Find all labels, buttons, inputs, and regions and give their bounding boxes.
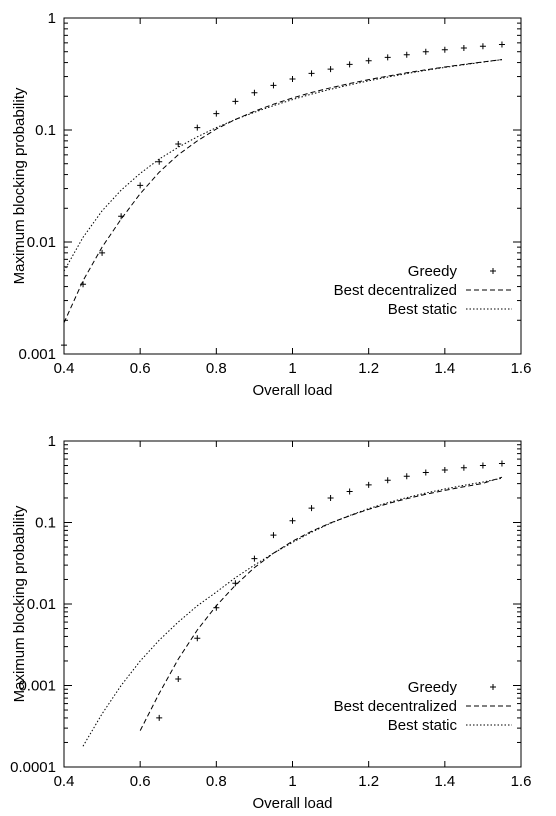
greedy-point [270,532,277,539]
greedy-point [479,43,486,50]
legend-label: Best decentralized [334,282,457,299]
greedy-point [61,342,67,349]
greedy-point [422,48,429,55]
greedy-point [384,54,391,61]
x-axis-label: Overall load [252,382,332,399]
best-static-line [82,477,503,747]
top-chart: 0.4 0.6 0.8 1 1.2 1.4 1.6 0.001 0.01 0.1 1 Overall … [11,10,531,399]
greedy-point [498,41,505,48]
y-tick-label: 0.1 [35,122,56,139]
best-decentralized-line [139,476,503,731]
y-tick-label: 1 [48,10,56,27]
x-tick-label: 1 [288,773,296,790]
greedy-point [251,555,258,562]
x-tick-label: 0.8 [206,773,227,790]
x-tick-label: 1.6 [511,773,532,790]
greedy-point [384,477,391,484]
y-tick-label: 0.1 [35,515,56,532]
greedy-point [137,182,144,189]
x-tick-label: 0.6 [130,773,151,790]
y-tick-label: 0.01 [27,596,56,613]
greedy-point [346,488,353,495]
x-tick-label: 0.4 [54,773,75,790]
x-tick-label: 1.2 [358,360,379,377]
greedy-point [270,82,277,89]
greedy-point [289,517,296,524]
greedy-point [156,714,163,721]
x-tick-label: 1 [288,360,296,377]
legend-marker-points [490,684,496,690]
best-static-line [64,59,503,272]
x-tick-label: 1.6 [511,360,532,377]
legend-label: Best static [388,301,458,318]
y-tick-label: 0.0001 [10,759,56,776]
greedy-point [156,158,163,165]
greedy-point [213,110,220,117]
y-tick-label: 1 [48,433,56,450]
x-tick-label: 1.2 [358,773,379,790]
x-tick-label: 1.4 [434,360,455,377]
greedy-point [365,481,372,488]
greedy-point [422,469,429,476]
y-axis-label: Maximum blocking probability [11,505,28,702]
legend-label: Greedy [408,263,458,280]
legend-label: Best decentralized [334,698,457,715]
y-tick-label: 0.001 [18,346,56,363]
greedy-point [175,676,182,683]
y-tick-label: 0.001 [18,678,56,695]
greedy-point [460,44,467,51]
x-tick-label: 0.4 [54,360,75,377]
x-tick-label: 1.4 [434,773,455,790]
legend-label: Best static [388,717,458,734]
bottom-chart: 0.4 0.6 0.8 1 1.2 1.4 1.6 0.0001 0.001 0.01 0.1 1 Ov… [10,433,531,812]
greedy-point [346,61,353,68]
x-tick-label: 0.6 [130,360,151,377]
greedy-point [251,89,258,96]
greedy-point [327,66,334,73]
greedy-point [403,51,410,58]
greedy-point [498,460,505,467]
y-tick-label: 0.01 [27,234,56,251]
y-axis-label: Maximum blocking probability [11,87,28,284]
greedy-point [403,473,410,480]
greedy-point [479,462,486,469]
greedy-point [289,76,296,83]
greedy-point [194,635,201,642]
x-axis-label: Overall load [252,795,332,812]
greedy-point [441,467,448,474]
legend-label: Greedy [408,679,458,696]
greedy-point [308,505,315,512]
greedy-point [441,46,448,53]
greedy-point [232,98,239,105]
greedy-point [175,140,182,147]
greedy-point [99,249,106,256]
greedy-point [308,70,315,77]
legend-marker-points [490,268,496,274]
greedy-point [460,464,467,471]
x-tick-label: 0.8 [206,360,227,377]
greedy-point [327,494,334,501]
greedy-point [365,57,372,64]
greedy-point [194,124,201,131]
